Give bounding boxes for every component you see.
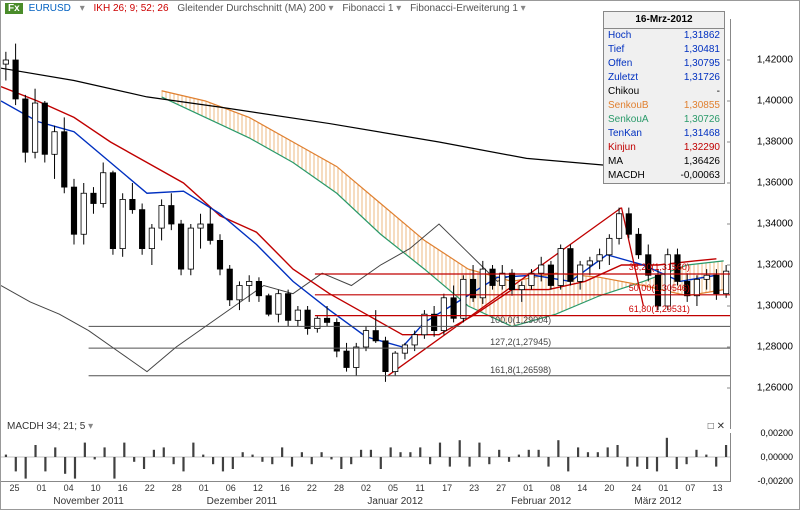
fib-ext-label: 127,2(1,27945) bbox=[490, 337, 551, 347]
x-month-label: März 2012 bbox=[634, 496, 681, 507]
x-day-tick: 22 bbox=[307, 483, 317, 493]
y-tick: 1,26000 bbox=[757, 383, 793, 394]
x-month-label: November 2011 bbox=[53, 496, 123, 507]
fibonacci-dropdown[interactable]: Fibonacci 1 bbox=[342, 3, 401, 14]
x-day-tick: 13 bbox=[712, 483, 722, 493]
macd-panel[interactable]: MACDH 34; 21; 5 ▾ □ ✕ bbox=[1, 433, 731, 481]
x-day-tick: 07 bbox=[685, 483, 695, 493]
x-day-tick: 11 bbox=[415, 483, 424, 493]
info-row: TenKan1,31468 bbox=[604, 127, 724, 141]
x-day-tick: 16 bbox=[118, 483, 128, 493]
x-day-tick: 01 bbox=[199, 483, 209, 493]
x-day-tick: 08 bbox=[550, 483, 560, 493]
x-day-tick: 04 bbox=[64, 483, 74, 493]
x-day-tick: 24 bbox=[631, 483, 641, 493]
macd-label: MACDH 34; 21; 5 ▾ bbox=[7, 421, 93, 432]
x-day-tick: 27 bbox=[496, 483, 506, 493]
price-y-axis: 1,26000 1,28000 1,30000 1,32000 1,34000 1,360… bbox=[731, 19, 799, 429]
chevron-down-icon[interactable]: ▾ bbox=[88, 421, 93, 432]
y-tick: 1,34000 bbox=[757, 219, 793, 230]
x-day-tick: 02 bbox=[361, 483, 371, 493]
x-day-tick: 28 bbox=[172, 483, 182, 493]
fib-level-label: 38,20(1,31560) bbox=[629, 262, 690, 272]
fib-level-label: 61,80(1,29531) bbox=[629, 304, 690, 314]
macd-y-tick: 0,00000 bbox=[760, 452, 793, 462]
info-row: Chikou- bbox=[604, 85, 724, 99]
x-month-label: Januar 2012 bbox=[367, 496, 423, 507]
x-day-tick: 01 bbox=[523, 483, 533, 493]
fibonacci-ext-dropdown[interactable]: Fibonacci-Erweiterung 1 bbox=[410, 3, 526, 14]
macd-y-tick: 0,00200 bbox=[760, 428, 793, 438]
y-tick: 1,30000 bbox=[757, 301, 793, 312]
x-day-tick: 17 bbox=[442, 483, 452, 493]
ohlc-info-box: 16-Mrz-2012 Hoch1,31862Tief1,30481Offen1… bbox=[603, 11, 725, 184]
info-row: SenkouB1,30855 bbox=[604, 99, 724, 113]
x-day-tick: 25 bbox=[10, 483, 20, 493]
info-row: Zuletzt1,31726 bbox=[604, 71, 724, 85]
fx-badge: Fx bbox=[5, 3, 23, 14]
fib-level-label: 50,00(1,30546) bbox=[629, 283, 690, 293]
x-day-tick: 28 bbox=[334, 483, 344, 493]
x-day-tick: 01 bbox=[37, 483, 47, 493]
info-row: Offen1,30795 bbox=[604, 57, 724, 71]
info-row: MACDH-0,00063 bbox=[604, 169, 724, 183]
x-day-tick: 14 bbox=[577, 483, 587, 493]
ikh-label: IKH 26; 9; 52; 26 bbox=[94, 3, 169, 14]
x-day-tick: 12 bbox=[253, 483, 263, 493]
x-day-tick: 05 bbox=[388, 483, 398, 493]
fib-ext-label: 100,0(1,29004) bbox=[490, 315, 551, 325]
y-tick: 1,40000 bbox=[757, 96, 793, 107]
x-day-tick: 16 bbox=[280, 483, 290, 493]
x-day-tick: 10 bbox=[91, 483, 101, 493]
x-day-tick: 20 bbox=[604, 483, 614, 493]
ma-dropdown[interactable]: Gleitender Durchschnitt (MA) 200 bbox=[177, 3, 333, 14]
y-tick: 1,38000 bbox=[757, 137, 793, 148]
x-day-tick: 06 bbox=[226, 483, 236, 493]
macd-y-tick: -0,00200 bbox=[757, 476, 793, 486]
x-day-tick: 01 bbox=[658, 483, 668, 493]
info-row: Hoch1,31862 bbox=[604, 29, 724, 43]
time-x-axis: 25 01 04 10 16 22 28 01 06 12 16 22 28 02 05 11 17 23 27 01… bbox=[1, 481, 731, 510]
x-day-tick: 22 bbox=[145, 483, 155, 493]
macd-panel-controls[interactable]: □ ✕ bbox=[708, 421, 725, 432]
chevron-down-icon[interactable]: ▾ bbox=[80, 3, 85, 14]
y-tick: 1,36000 bbox=[757, 178, 793, 189]
info-row: Kinjun1,32290 bbox=[604, 141, 724, 155]
info-row: Tief1,30481 bbox=[604, 43, 724, 57]
y-tick: 1,32000 bbox=[757, 260, 793, 271]
x-month-label: Dezember 2011 bbox=[207, 496, 277, 507]
macd-y-axis: -0,002000,000000,00200 bbox=[731, 433, 799, 481]
x-day-tick: 23 bbox=[469, 483, 479, 493]
info-date: 16-Mrz-2012 bbox=[604, 12, 724, 29]
y-tick: 1,42000 bbox=[757, 55, 793, 66]
y-tick: 1,28000 bbox=[757, 342, 793, 353]
x-month-label: Februar 2012 bbox=[511, 496, 571, 507]
info-row: MA1,36426 bbox=[604, 155, 724, 169]
fib-ext-label: 161,8(1,26598) bbox=[490, 365, 551, 375]
info-row: SenkouA1,30726 bbox=[604, 113, 724, 127]
symbol-label[interactable]: EURUSD bbox=[29, 3, 71, 14]
chart-container: { "header":{ "fx":"Fx", "symbol":"EURUSD… bbox=[0, 0, 800, 510]
